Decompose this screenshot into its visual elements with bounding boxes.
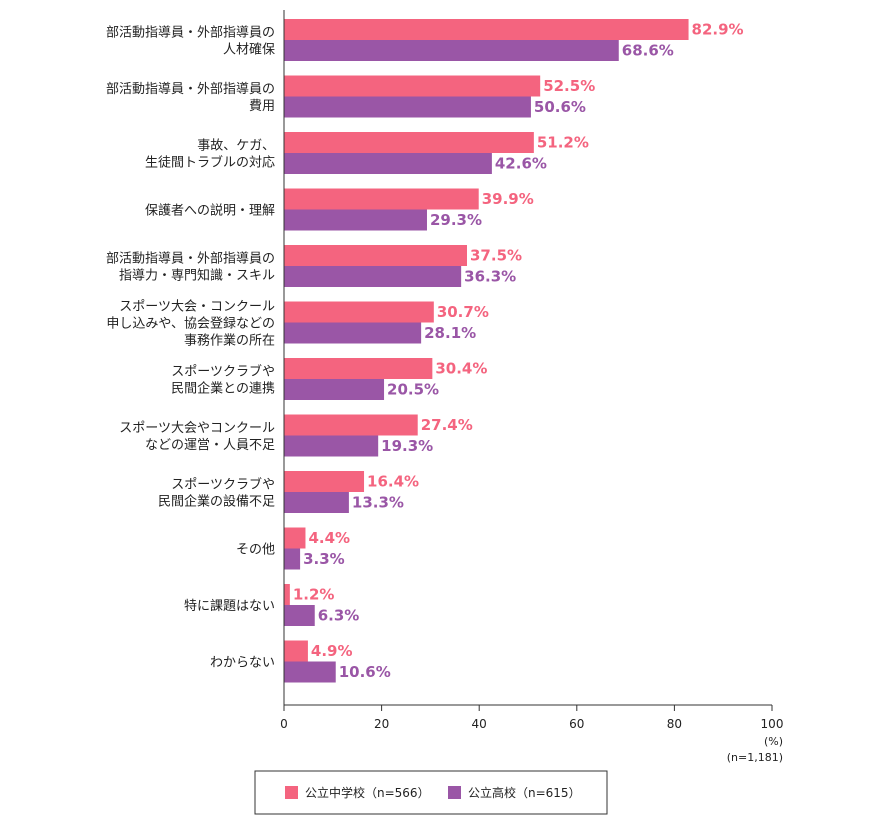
legend-label-junior-high: 公立中学校（n=566） xyxy=(305,785,430,800)
x-axis: 0 20 40 60 80 100 xyxy=(280,10,783,731)
value-label-junior-high-9: 4.4% xyxy=(308,529,350,547)
bar-junior-high-3 xyxy=(284,188,479,210)
value-label-junior-high-1: 52.5% xyxy=(543,77,595,95)
bar-high-school-1 xyxy=(284,96,531,118)
bar-high-school-4 xyxy=(284,266,462,287)
value-label-junior-high-11: 4.9% xyxy=(311,642,353,660)
legend-swatch-junior-high xyxy=(285,786,298,799)
bar-high-school-10 xyxy=(284,605,315,626)
bar-junior-high-8 xyxy=(284,471,365,492)
value-label-high-school-2: 42.6% xyxy=(495,155,547,173)
category-label-0: 部活動指導員・外部指導員の人材確保 xyxy=(106,26,275,58)
bar-high-school-11 xyxy=(284,661,336,683)
sample-size-note: (n=1,181) xyxy=(727,751,783,764)
bar-junior-high-5 xyxy=(284,301,434,323)
value-label-junior-high-4: 37.5% xyxy=(470,247,522,265)
value-label-high-school-7: 19.3% xyxy=(381,437,433,455)
value-label-high-school-8: 13.3% xyxy=(352,494,404,512)
value-label-high-school-3: 29.3% xyxy=(430,211,482,229)
bar-junior-high-11 xyxy=(284,640,308,662)
legend-label-high-school: 公立高校（n=615） xyxy=(468,785,581,800)
bar-high-school-3 xyxy=(284,209,427,231)
category-label-6: スポーツクラブや民間企業との連携 xyxy=(171,364,275,397)
bar-high-school-8 xyxy=(284,492,349,513)
category-label-5: スポーツ大会・コンクール申し込みや、協会登録などの事務作業の所在 xyxy=(106,300,275,349)
bar-junior-high-10 xyxy=(284,584,290,605)
value-label-high-school-4: 36.3% xyxy=(464,268,516,286)
x-tick-label-1: 20 xyxy=(374,717,389,731)
bar-high-school-2 xyxy=(284,153,492,174)
value-label-junior-high-8: 16.4% xyxy=(367,473,419,491)
category-label-9: その他 xyxy=(236,543,275,558)
category-label-8: スポーツクラブや民間企業の設備不足 xyxy=(158,477,275,510)
category-label-10: 特に課題はない xyxy=(184,598,275,614)
legend-box xyxy=(254,770,608,815)
value-label-high-school-9: 3.3% xyxy=(303,550,345,568)
value-label-high-school-5: 28.1% xyxy=(424,324,476,342)
legend: 公立中学校（n=566） 公立高校（n=615） xyxy=(254,770,608,815)
value-label-junior-high-5: 30.7% xyxy=(437,303,489,321)
bar-junior-high-2 xyxy=(284,132,534,153)
x-tick-label-3: 60 xyxy=(569,717,584,731)
value-label-high-school-1: 50.6% xyxy=(534,98,586,116)
bar-junior-high-4 xyxy=(284,245,467,266)
bar-junior-high-9 xyxy=(284,527,306,549)
category-labels: 部活動指導員・外部指導員の人材確保部活動指導員・外部指導員の費用事故、ケガ、生徒… xyxy=(106,26,275,671)
bar-junior-high-1 xyxy=(284,75,541,97)
category-label-1: 部活動指導員・外部指導員の費用 xyxy=(106,82,275,114)
category-label-2: 事故、ケガ、生徒間トラブルの対応 xyxy=(145,139,275,171)
value-label-junior-high-3: 39.9% xyxy=(482,190,534,208)
value-labels: 82.9% 68.6% 52.5% 50.6% 51.2% 42.6% 39.9%29.3%… xyxy=(293,21,744,682)
bars-layer xyxy=(284,19,689,683)
value-label-junior-high-10: 1.2% xyxy=(293,586,335,604)
bar-high-school-9 xyxy=(284,548,301,570)
x-tick-label-5: 100 xyxy=(761,717,784,731)
bar-junior-high-0 xyxy=(284,19,689,40)
value-label-junior-high-6: 30.4% xyxy=(435,360,487,378)
bar-high-school-6 xyxy=(284,379,385,400)
category-label-7: スポーツ大会やコンクールなどの運営・人員不足 xyxy=(119,421,275,453)
bar-high-school-5 xyxy=(284,322,422,344)
bar-high-school-7 xyxy=(284,435,379,457)
category-label-11: わからない xyxy=(210,656,275,671)
value-label-high-school-10: 6.3% xyxy=(318,607,360,625)
bar-junior-high-6 xyxy=(284,358,433,379)
value-label-junior-high-7: 27.4% xyxy=(421,416,473,434)
value-label-junior-high-2: 51.2% xyxy=(537,134,589,152)
value-label-junior-high-0: 82.9% xyxy=(692,21,744,39)
category-label-4: 部活動指導員・外部指導員の指導力・専門知識・スキル xyxy=(106,252,275,284)
bar-high-school-0 xyxy=(284,40,619,61)
x-tick-label-0: 0 xyxy=(280,717,288,731)
unit-label: (%) xyxy=(764,735,783,748)
value-label-high-school-11: 10.6% xyxy=(339,663,391,681)
x-tick-label-4: 80 xyxy=(667,717,682,731)
value-label-high-school-0: 68.6% xyxy=(622,42,674,60)
bar-junior-high-7 xyxy=(284,414,418,436)
legend-swatch-high-school xyxy=(448,786,461,799)
x-tick-label-2: 40 xyxy=(472,717,487,731)
category-label-3: 保護者への説明・理解 xyxy=(145,203,275,219)
value-label-high-school-6: 20.5% xyxy=(387,381,439,399)
